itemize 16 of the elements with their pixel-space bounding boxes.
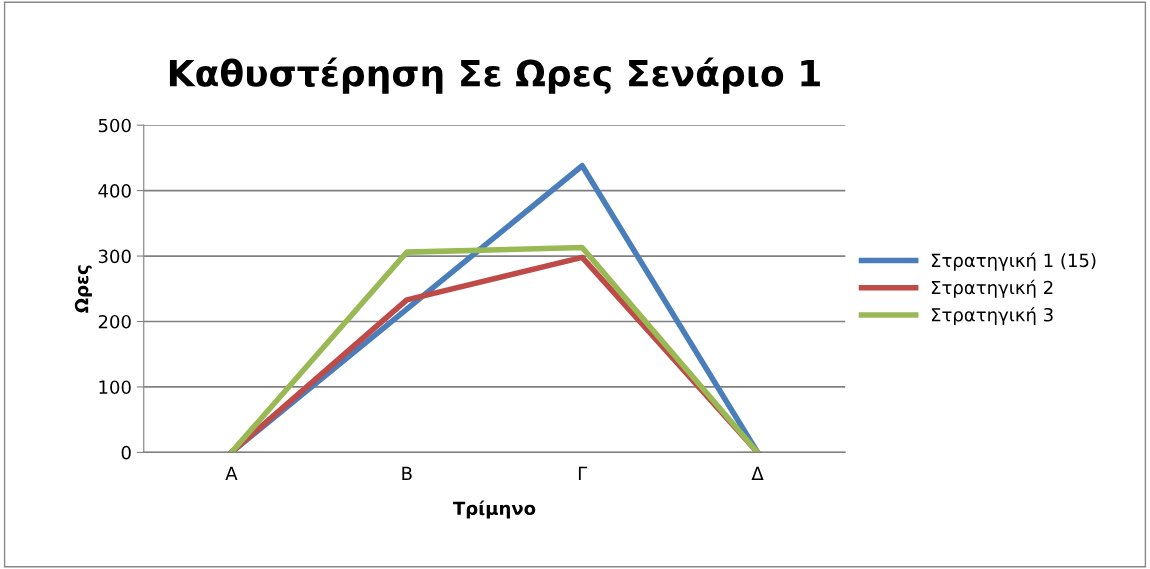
x-tick-label: Δ (751, 466, 764, 480)
y-tick-label: 0 (121, 445, 131, 460)
y-tick-label: 100 (99, 380, 131, 395)
x-tick-label: Γ (578, 466, 588, 480)
y-tick-label: 300 (98, 249, 131, 264)
x-tick-label: Β (402, 466, 412, 480)
y-tick-label: 200 (98, 314, 131, 329)
chart-title: Καθυστέρηση Σε Ωρες Σενάριο 1 (169, 57, 820, 94)
x-axis-title: Τρίμηνο (453, 500, 536, 519)
y-tick-label: 400 (98, 184, 131, 198)
legend-label: Στρατηγική 2 (931, 279, 1053, 298)
legend-label: Στρατηγική 1 (15) (931, 252, 1096, 271)
y-axis-title: Ωρες (74, 265, 92, 313)
x-tick-label: Α (225, 466, 238, 480)
legend-label: Στρατηγική 3 (931, 306, 1053, 326)
y-tick-label: 500 (98, 118, 131, 133)
